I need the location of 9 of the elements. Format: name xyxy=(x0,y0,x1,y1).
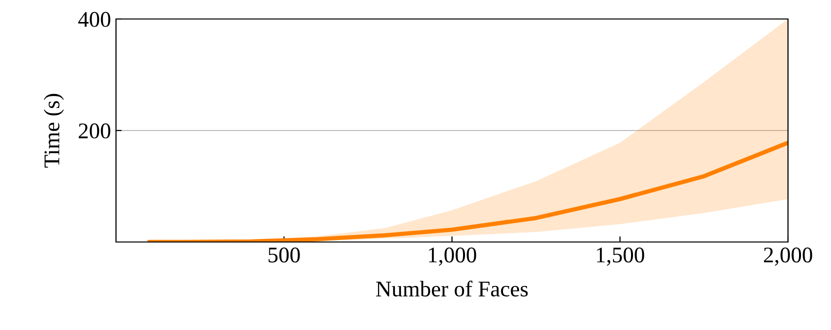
x-tick-label: 1,000 xyxy=(428,248,476,266)
x-tick-label: 1,500 xyxy=(596,248,644,266)
y-axis-title: Time (s) xyxy=(44,94,64,168)
y-tick-label: 200 xyxy=(78,123,110,138)
line-series xyxy=(148,140,788,242)
x-tick-label: 2,000 xyxy=(764,248,812,266)
x-axis-title: Number of Faces xyxy=(376,280,528,297)
x-tick-label: 500 xyxy=(268,248,300,262)
y-tick-label: 400 xyxy=(78,12,110,27)
